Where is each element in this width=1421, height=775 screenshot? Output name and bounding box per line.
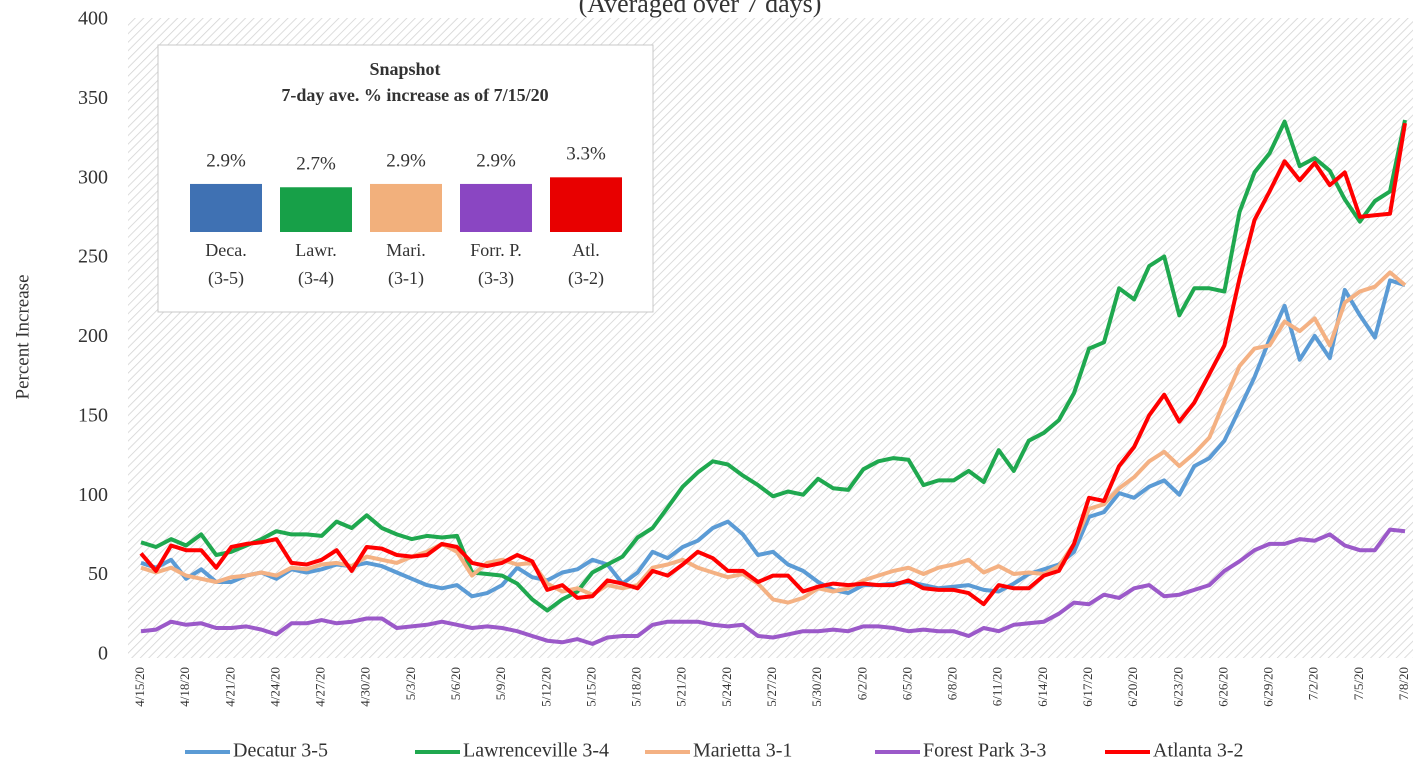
category-label: (3-1) — [388, 268, 424, 289]
x-tick-label: 6/20/20 — [1125, 667, 1140, 707]
legend-label: Decatur 3-5 — [233, 740, 328, 762]
x-tick-label: 5/9/20 — [493, 667, 508, 700]
value-label: 2.9% — [386, 150, 426, 171]
series-line — [140, 119, 1407, 613]
x-tick-label: 7/5/20 — [1351, 667, 1366, 700]
chart-title: (Averaged over 7 days) — [579, 0, 822, 18]
x-tick-label: 5/3/20 — [403, 667, 418, 700]
legend-label: Lawrenceville 3-4 — [463, 740, 609, 762]
y-tick-label: 400 — [78, 8, 108, 30]
x-tick-label: 7/8/20 — [1396, 667, 1411, 700]
x-tick-label: 4/21/20 — [222, 667, 237, 707]
y-tick-label: 200 — [78, 325, 108, 347]
y-tick-label: 250 — [78, 246, 108, 268]
y-tick-label: 150 — [78, 404, 108, 426]
x-tick-label: 4/18/20 — [177, 667, 192, 707]
x-tick-label: 6/26/20 — [1215, 667, 1230, 707]
category-label: Forr. P. — [470, 240, 522, 260]
category-label: Mari. — [386, 240, 426, 260]
x-tick-label: 6/11/20 — [990, 667, 1005, 706]
category-label: (3-4) — [298, 268, 334, 289]
x-tick-label: 6/23/20 — [1170, 667, 1185, 707]
legend-label: Atlanta 3-2 — [1153, 740, 1244, 762]
series-line — [140, 270, 1407, 605]
value-label: 2.9% — [206, 150, 246, 171]
inset-subtitle: 7-day ave. % increase as of 7/15/20 — [281, 85, 548, 105]
value-label: 3.3% — [566, 144, 606, 165]
x-tick-label: 6/29/20 — [1261, 667, 1276, 707]
legend-label: Forest Park 3-3 — [923, 740, 1046, 762]
bar — [460, 183, 532, 232]
bar — [190, 183, 262, 232]
y-tick-label: 300 — [78, 166, 108, 188]
y-tick-label: 350 — [78, 87, 108, 109]
x-tick-label: 6/2/20 — [854, 667, 869, 700]
x-tick-label: 5/21/20 — [674, 667, 689, 707]
value-label: 2.7% — [296, 154, 336, 175]
value-label: 2.9% — [476, 150, 516, 171]
x-tick-label: 4/24/20 — [267, 667, 282, 707]
series-line — [140, 527, 1406, 646]
x-tick-label: 5/12/20 — [538, 667, 553, 707]
bar — [550, 177, 622, 232]
x-tick-label: 6/14/20 — [1035, 667, 1050, 707]
bar — [370, 183, 442, 232]
x-tick-label: 4/30/20 — [358, 667, 373, 707]
category-label: Lawr. — [295, 240, 336, 260]
category-label: (3-5) — [208, 268, 244, 289]
category-label: Deca. — [205, 240, 246, 260]
legend-label: Marietta 3-1 — [693, 740, 792, 762]
category-label: (3-2) — [568, 268, 604, 289]
x-tick-label: 5/24/20 — [719, 667, 734, 707]
inset-title: Snapshot — [369, 59, 440, 79]
category-label: Atl. — [572, 240, 600, 260]
y-axis-label: Percent Increase — [12, 274, 33, 399]
x-tick-label: 6/5/20 — [899, 667, 914, 700]
x-tick-label: 6/8/20 — [945, 667, 960, 700]
y-tick-label: 0 — [98, 643, 108, 665]
y-tick-label: 50 — [88, 563, 108, 585]
x-tick-label: 4/15/20 — [132, 667, 147, 707]
bar — [280, 187, 352, 232]
x-tick-label: 5/30/20 — [809, 667, 824, 707]
x-tick-label: 4/27/20 — [313, 667, 328, 707]
x-tick-label: 7/2/20 — [1306, 667, 1321, 700]
category-label: (3-3) — [478, 268, 514, 289]
x-tick-label: 6/17/20 — [1080, 667, 1095, 707]
x-tick-label: 5/27/20 — [764, 667, 779, 707]
series-line — [139, 122, 1407, 607]
x-tick-label: 5/15/20 — [583, 667, 598, 707]
y-tick-label: 100 — [78, 484, 108, 506]
x-tick-label: 5/18/20 — [629, 667, 644, 707]
x-tick-label: 5/6/20 — [448, 667, 463, 700]
